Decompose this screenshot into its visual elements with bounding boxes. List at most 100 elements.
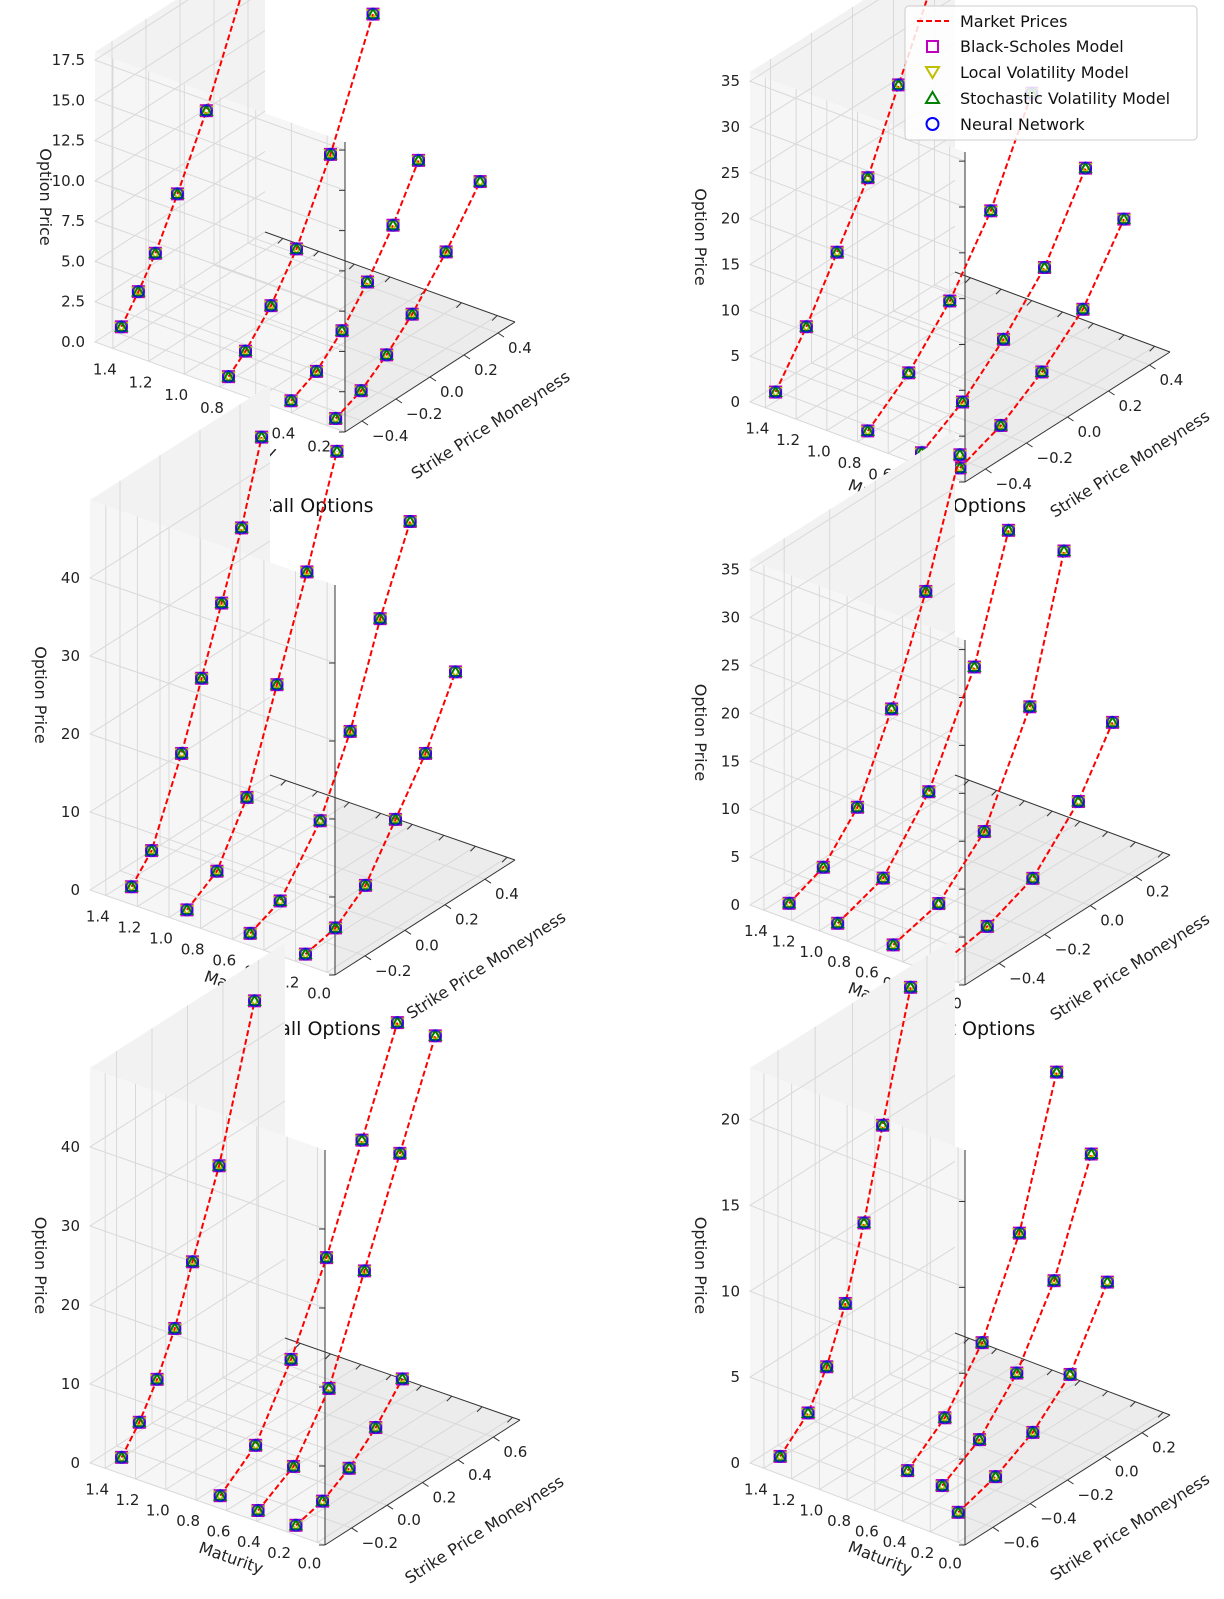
neural-network-marker [418, 746, 432, 760]
y-tick-label: 1.4 [744, 922, 768, 940]
neural-network-marker [243, 926, 257, 940]
z-tick-label: 25 [721, 164, 740, 182]
stochastic-vol-marker [132, 1415, 147, 1428]
neural-network-marker [816, 860, 830, 874]
z-axis-label: Option Price [691, 188, 710, 286]
stochastic-vol-marker [131, 284, 146, 297]
z-tick-label: 15 [721, 256, 740, 274]
neural-network-marker [1079, 161, 1092, 175]
x-tick-mark [1090, 905, 1097, 910]
y-tick-mark [312, 791, 318, 797]
y-tick-mark [313, 250, 319, 257]
x-tick-mark [351, 1527, 358, 1533]
z-gridline [748, 630, 966, 842]
market-price-curve [304, 671, 457, 955]
y-tick-label: 1.0 [799, 943, 823, 961]
x-tick-mark [992, 1526, 1000, 1532]
z-gridline [748, 1074, 966, 1288]
neural-network-marker [997, 332, 1010, 346]
x-tick-label: −0.2 [406, 405, 442, 423]
neural-network-marker [287, 1459, 301, 1473]
x-tick-mark [1067, 1479, 1074, 1485]
z-tick-label: 35 [721, 72, 740, 90]
y-tick-label: 0.2 [910, 1544, 934, 1562]
side-pane [750, 1068, 965, 1545]
z-gridline [88, 696, 336, 898]
neural-network-marker [886, 938, 900, 952]
market-price-curve [219, 1022, 399, 1497]
y-tick-label: 0.8 [181, 940, 205, 958]
neural-network-marker [938, 1411, 952, 1425]
z-gridline [88, 774, 336, 976]
x-tick-label: −0.4 [1040, 1510, 1076, 1528]
z-axis-label: Option Price [31, 1217, 50, 1315]
x-tick-mark [497, 332, 505, 338]
neural-network-marker [769, 385, 783, 399]
stochastic-vol-marker [931, 896, 947, 909]
z-gridline [93, 191, 346, 393]
z-axis-label: Option Price [31, 646, 50, 744]
neural-network-marker [248, 994, 262, 1008]
stochastic-vol-marker [1078, 161, 1093, 174]
y-tick-mark [446, 1395, 453, 1402]
stochastic-vol-marker [254, 430, 269, 443]
x-tick-mark [422, 1482, 429, 1487]
z-gridline [93, 110, 346, 312]
neural-network-marker [390, 1016, 404, 1030]
y-tick-mark [1026, 300, 1033, 306]
neural-network-marker [1012, 1226, 1026, 1240]
neural-network-marker [114, 320, 128, 334]
stochastic-vol-marker [124, 879, 139, 892]
y-tick-label: 1.4 [745, 420, 769, 438]
legend-bs-label: Black-Scholes Model [960, 37, 1124, 56]
x-tick-mark [1108, 390, 1115, 396]
y-tick-mark [991, 1348, 997, 1355]
y-tick-mark [470, 845, 476, 852]
stochastic-vol-marker [934, 1478, 950, 1491]
y-tick-mark [507, 1417, 513, 1423]
neural-network-marker [199, 104, 213, 118]
y-tick-mark [1087, 323, 1094, 329]
stochastic-vol-marker [993, 418, 1009, 431]
market-price-curve [920, 167, 1087, 454]
x-tick-mark [998, 962, 1006, 968]
y-tick-mark [1019, 800, 1025, 807]
y-tick-mark [1074, 1380, 1081, 1386]
x-tick-label: 0.2 [1146, 883, 1170, 901]
stochastic-vol-marker [952, 447, 968, 460]
stochastic-vol-marker [114, 1450, 129, 1463]
stochastic-vol-marker [1009, 1366, 1025, 1379]
x-tick-mark [361, 420, 369, 426]
stochastic-vol-marker [239, 790, 255, 803]
stochastic-vol-marker [211, 1158, 227, 1171]
neural-network-marker [115, 1450, 129, 1464]
y-tick-mark [456, 302, 462, 309]
z-gridline [93, 30, 346, 232]
y-tick-label: 0.8 [176, 1512, 200, 1530]
x-tick-mark [463, 354, 471, 360]
z-gridline [748, 726, 966, 938]
stochastic-vol-marker [404, 307, 420, 320]
x-tick-label: −0.4 [1009, 969, 1045, 987]
x-tick-label: 0.2 [455, 911, 479, 929]
z-axis-label: Option Price [691, 1217, 710, 1315]
x-tick-mark [364, 955, 372, 961]
stochastic-vol-marker [328, 921, 343, 933]
neural-network-marker [354, 384, 368, 398]
stochastic-vol-marker [354, 1133, 370, 1146]
z-axis-label: Option Price [36, 148, 55, 246]
market-price-curve [130, 436, 263, 888]
neural-network-marker [1002, 523, 1016, 537]
z-tick-label: 10 [61, 1375, 80, 1393]
stochastic-vol-marker [921, 784, 937, 797]
neural-network-marker [329, 411, 343, 425]
y-tick-mark [1149, 345, 1155, 352]
neural-network-marker [170, 187, 184, 201]
market-price-curve [774, 0, 928, 393]
neural-network-marker [876, 1118, 890, 1132]
subplot-4: −0.4−0.20.00.20.00.20.40.60.81.01.21.405… [691, 430, 1213, 1040]
z-tick-label: 30 [721, 609, 740, 627]
stochastic-vol-marker [955, 395, 970, 407]
neural-network-marker [215, 596, 229, 610]
